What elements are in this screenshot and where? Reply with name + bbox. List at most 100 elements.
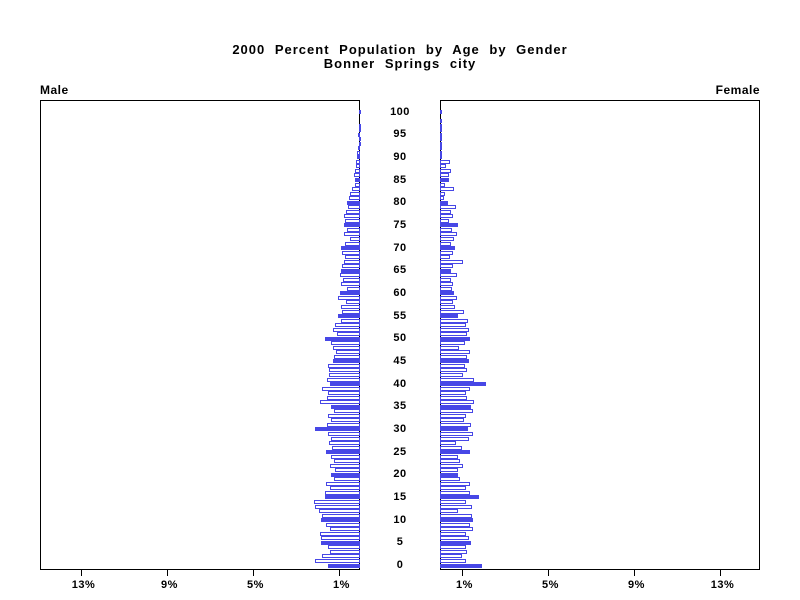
male-pct-tick-5 [252,570,254,576]
female-bar-age-65 [440,268,451,273]
male-bar-age-48 [333,345,360,350]
female-pct-tick-9 [633,570,635,576]
female-bar-age-35 [440,404,471,409]
male-bar-age-39 [322,386,360,391]
female-bar-age-43 [440,368,467,373]
female-bar-age-33 [440,413,466,418]
male-bar-age-23 [334,459,360,464]
male-bar-age-70 [341,246,360,251]
male-bar-age-66 [342,264,360,269]
male-bar-age-73 [344,232,360,237]
female-bar-age-32 [440,418,464,423]
age-tick-label-95: 95 [393,128,407,141]
male-bar-age-1 [315,558,360,563]
age-tick-label-5: 5 [396,536,404,549]
female-bar-age-73 [440,232,457,237]
female-plot-area [440,100,760,570]
age-tick-label-35: 35 [393,400,407,413]
male-bar-age-90 [357,155,360,160]
male-bar-age-17 [330,486,360,491]
male-bar-age-76 [345,218,360,223]
age-tick-label-10: 10 [393,513,407,526]
female-bar-age-5 [440,540,471,545]
male-bar-age-65 [341,268,360,273]
age-tick-label-80: 80 [393,196,407,209]
female-bar-age-78 [440,209,451,214]
male-bar-age-27 [329,441,360,446]
chart-subtitle: Bonner Springs city [323,56,477,71]
age-tick-label-55: 55 [393,309,407,322]
age-tick-label-20: 20 [393,468,407,481]
male-bar-age-96 [359,128,361,133]
male-bar-age-63 [343,277,360,282]
female-bar-age-92 [440,146,442,151]
female-bar-age-69 [440,250,453,255]
female-bar-age-18 [440,481,470,486]
male-bar-age-3 [330,549,360,554]
female-pct-tick-13 [719,570,721,576]
male-bar-age-34 [334,409,360,414]
age-tick-label-60: 60 [393,286,407,299]
female-pct-tick-label-9: 9% [628,579,645,591]
male-bar-age-22 [330,463,360,468]
female-pct-tick-label-5: 5% [542,579,559,591]
female-bar-age-27 [440,441,456,446]
female-bar-age-94 [440,137,442,142]
male-bar-age-69 [342,250,360,255]
male-bar-age-75 [344,223,360,228]
male-bar-age-49 [331,341,360,346]
female-bar-age-96 [440,128,442,133]
age-tick-label-15: 15 [393,490,407,503]
male-bar-age-8 [330,527,360,532]
female-bar-age-74 [440,227,452,232]
female-bar-age-81 [440,196,444,201]
female-bar-age-22 [440,463,463,468]
male-bar-age-52 [333,327,360,332]
male-bar-age-14 [314,500,360,504]
male-bar-age-41 [327,377,360,382]
male-bar-age-100 [359,110,361,114]
female-bar-age-8 [440,527,473,532]
age-tick-label-70: 70 [393,241,407,254]
male-bar-age-92 [358,146,360,151]
male-bar-age-77 [344,214,360,219]
male-bar-age-9 [326,522,360,527]
male-bar-age-58 [346,300,360,305]
female-bar-age-12 [440,509,458,514]
female-bar-age-2 [440,554,462,559]
male-bar-age-62 [341,282,360,287]
female-bar-age-63 [440,277,451,282]
female-bar-age-31 [440,422,471,427]
male-bar-age-55 [338,314,360,319]
male-bar-age-88 [356,164,360,169]
female-bar-age-97 [440,123,442,128]
female-bar-age-4 [440,545,466,550]
male-pct-tick-13 [80,570,82,576]
female-bar-age-51 [440,332,467,337]
female-bar-age-40 [440,382,486,387]
female-bar-age-14 [440,500,466,504]
male-bar-age-50 [325,336,360,341]
male-bar-age-84 [355,182,360,187]
male-bar-age-67 [344,259,360,264]
female-bar-age-75 [440,223,458,228]
female-bar-age-30 [440,427,468,432]
male-plot-area [40,100,360,570]
male-bar-age-31 [327,422,360,427]
age-tick-label-50: 50 [393,332,407,345]
female-bar-age-80 [440,200,448,205]
male-pct-tick-9 [166,570,168,576]
male-bar-age-89 [356,159,360,164]
female-bar-age-55 [440,314,458,319]
male-bar-age-28 [331,436,360,441]
female-bar-age-66 [440,264,453,269]
female-bar-age-41 [440,377,474,382]
female-bar-age-87 [440,168,451,173]
male-pct-tick-1 [338,570,340,576]
female-bar-age-60 [440,291,454,296]
female-bar-age-25 [440,450,470,455]
male-bar-age-46 [334,354,360,359]
female-bar-age-58 [440,300,453,305]
male-bar-age-30 [315,427,360,432]
female-bar-age-91 [440,150,442,155]
